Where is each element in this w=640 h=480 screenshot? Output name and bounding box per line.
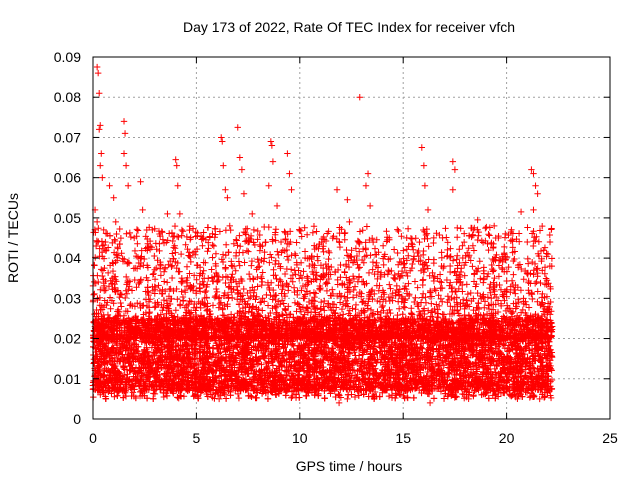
data-point — [290, 342, 297, 350]
data-point — [378, 359, 386, 366]
data-point — [404, 394, 411, 401]
data-point — [464, 368, 471, 376]
data-point — [526, 394, 534, 401]
data-point — [288, 373, 296, 380]
data-point — [351, 393, 359, 401]
data-point — [124, 371, 131, 378]
data-point — [126, 381, 134, 388]
data-point — [150, 390, 157, 397]
data-point — [254, 378, 261, 386]
data-point — [235, 394, 243, 402]
data-point — [129, 389, 137, 396]
data-point — [151, 390, 159, 398]
data-point — [493, 362, 500, 369]
data-point — [271, 341, 279, 348]
data-point — [385, 392, 393, 400]
data-point — [512, 393, 519, 401]
data-point — [111, 393, 118, 400]
data-point — [352, 358, 360, 366]
data-point — [501, 345, 509, 352]
data-point — [547, 392, 554, 399]
data-point — [469, 352, 476, 359]
data-point — [170, 345, 177, 353]
data-point — [276, 343, 283, 350]
data-point — [114, 354, 122, 362]
data-point — [221, 391, 228, 398]
data-points — [89, 63, 556, 407]
data-point — [396, 391, 404, 398]
